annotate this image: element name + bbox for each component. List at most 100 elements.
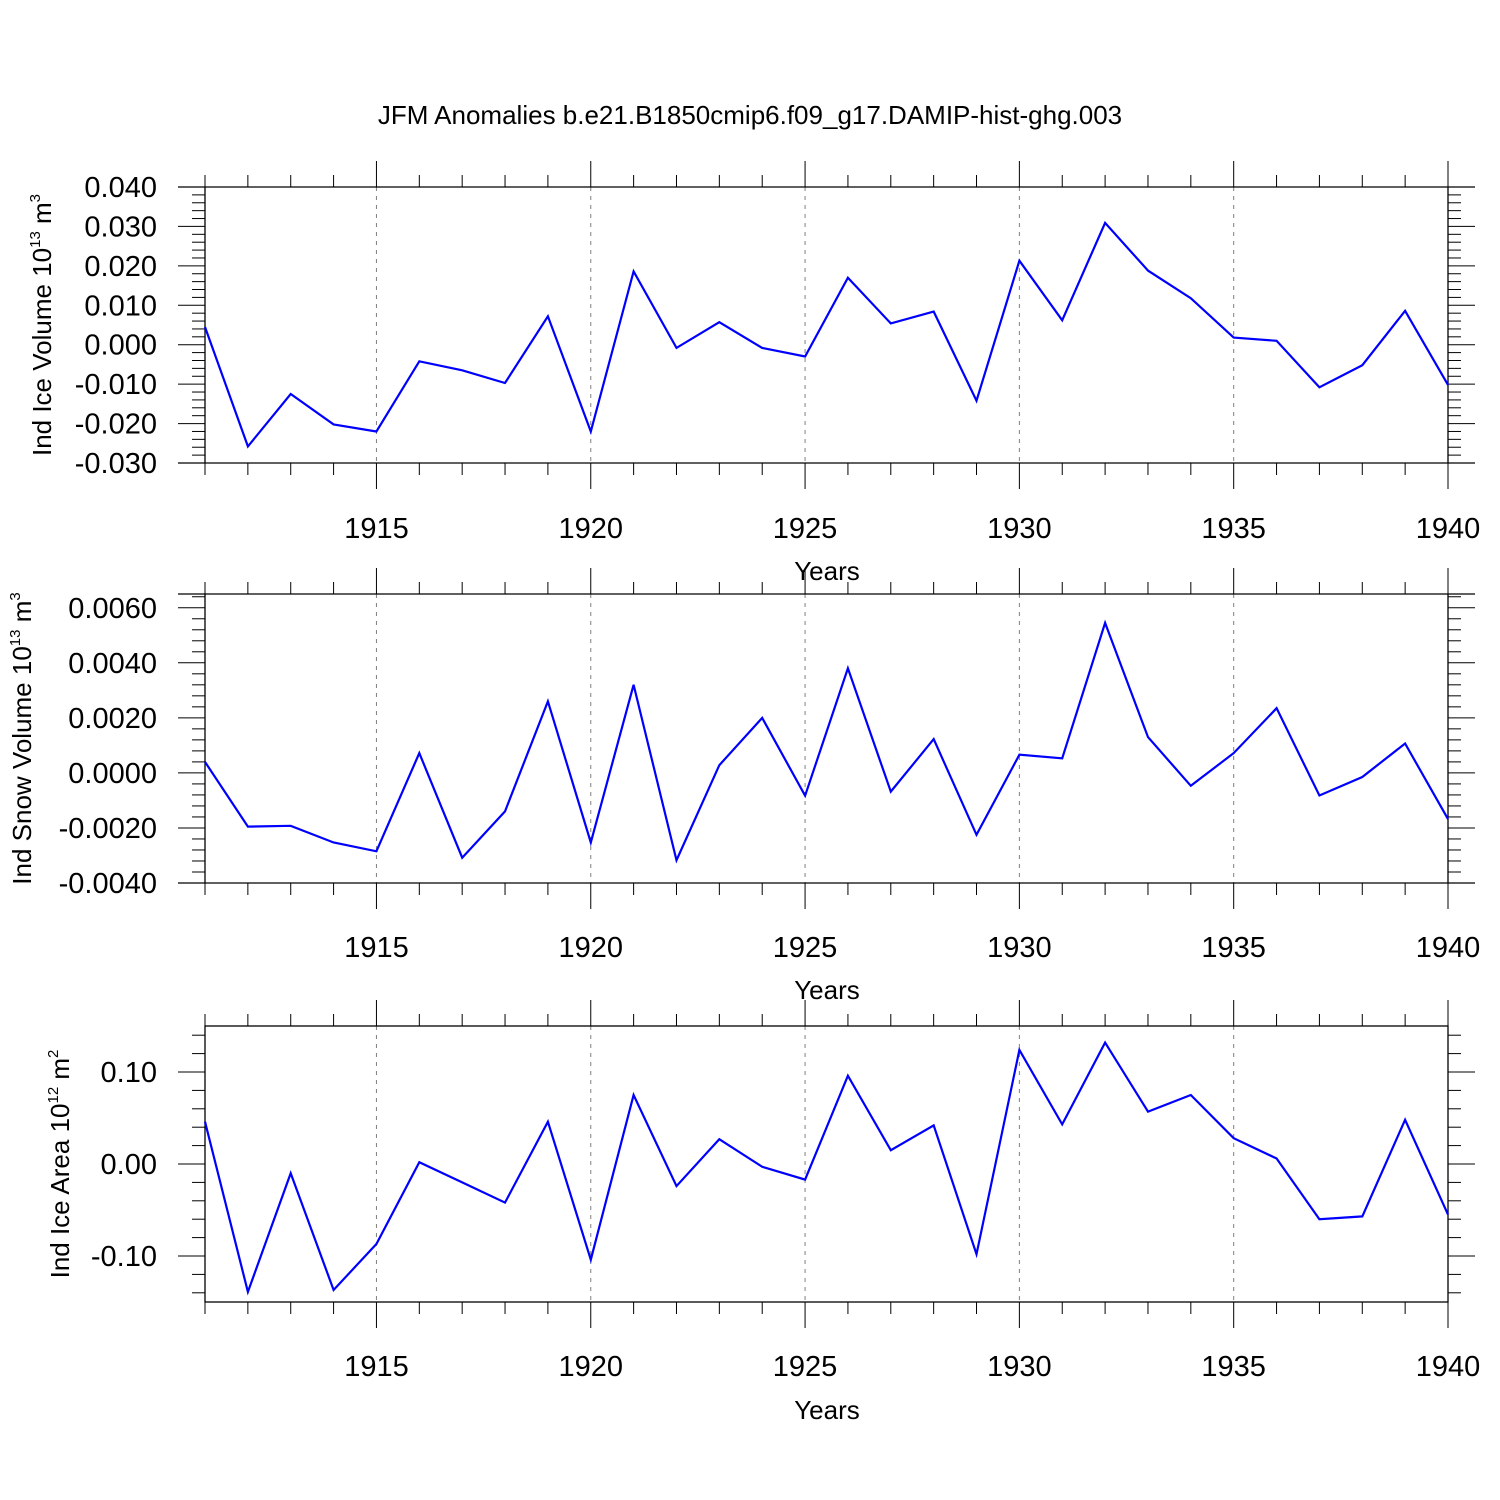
data-point bbox=[375, 850, 377, 852]
y-tick-label: -0.010 bbox=[75, 369, 157, 401]
data-point bbox=[332, 841, 334, 843]
data-point bbox=[1190, 1094, 1192, 1096]
data-point bbox=[1061, 757, 1063, 759]
y-tick-label: -0.030 bbox=[75, 448, 157, 480]
data-point bbox=[1404, 742, 1406, 744]
data-point bbox=[932, 1124, 934, 1126]
data-point bbox=[375, 1243, 377, 1245]
y-axis-label-part: Ind Ice Area 10 bbox=[45, 1104, 75, 1279]
data-point bbox=[332, 423, 334, 425]
y-axis-label-superscript: 3 bbox=[27, 194, 44, 202]
data-point bbox=[1104, 222, 1106, 224]
x-tick-label: 1915 bbox=[344, 1351, 409, 1383]
data-point bbox=[418, 1161, 420, 1163]
y-axis-label: Ind Ice Area 1012 m2 bbox=[45, 1050, 75, 1279]
data-point bbox=[1318, 794, 1320, 796]
x-tick-label: 1930 bbox=[987, 513, 1052, 545]
data-point bbox=[1404, 310, 1406, 312]
data-point bbox=[975, 1253, 977, 1255]
data-point bbox=[761, 347, 763, 349]
data-point bbox=[847, 667, 849, 669]
data-point bbox=[1361, 364, 1363, 366]
data-point bbox=[1318, 1218, 1320, 1220]
x-tick-label: 1930 bbox=[987, 1351, 1052, 1383]
data-point bbox=[675, 1185, 677, 1187]
y-axis-label-part: m bbox=[45, 1058, 75, 1087]
y-tick-label: 0.020 bbox=[84, 251, 157, 283]
panel-3: -0.10 0.00 0.10 1915 1920 1925 1930 1935 1940 Yea… bbox=[45, 1000, 1480, 1425]
data-point bbox=[290, 393, 292, 395]
y-tick-label: 0.0060 bbox=[68, 593, 157, 625]
y-axis-label: Ind Ice Volume 1013 m3 bbox=[27, 194, 57, 456]
data-point bbox=[804, 795, 806, 797]
data-point bbox=[632, 1094, 634, 1096]
data-point bbox=[1361, 1215, 1363, 1217]
x-tick-label: 1920 bbox=[559, 513, 624, 545]
x-tick-label: 1925 bbox=[773, 1351, 838, 1383]
y-tick-label: 0.010 bbox=[84, 290, 157, 322]
data-point bbox=[718, 1138, 720, 1140]
data-point bbox=[504, 382, 506, 384]
panels: -0.030 -0.020 -0.010 0.000 0.010 0.020 0.030 0.… bbox=[7, 161, 1480, 1425]
data-point bbox=[1190, 297, 1192, 299]
data-point bbox=[932, 310, 934, 312]
data-point bbox=[504, 810, 506, 812]
x-tick-label: 1930 bbox=[987, 932, 1052, 964]
data-point bbox=[1147, 269, 1149, 271]
data-point bbox=[975, 834, 977, 836]
data-point bbox=[332, 1289, 334, 1291]
y-tick-label: 0.00 bbox=[101, 1149, 157, 1181]
x-tick-label: 1940 bbox=[1416, 1351, 1481, 1383]
data-point bbox=[1104, 1041, 1106, 1043]
y-axis-label-superscript: 3 bbox=[7, 592, 24, 600]
x-tick-label: 1935 bbox=[1201, 932, 1266, 964]
data-point bbox=[1275, 1157, 1277, 1159]
data-point bbox=[718, 764, 720, 766]
data-point bbox=[1232, 752, 1234, 754]
y-tick-label: 0.040 bbox=[84, 172, 157, 204]
data-point bbox=[204, 1120, 206, 1122]
data-point bbox=[804, 355, 806, 357]
data-point bbox=[1147, 1110, 1149, 1112]
y-tick-label: -0.10 bbox=[91, 1241, 157, 1273]
data-point bbox=[1275, 707, 1277, 709]
x-tick-label: 1915 bbox=[344, 513, 409, 545]
data-point bbox=[590, 1258, 592, 1260]
series-line bbox=[203, 1040, 1450, 1296]
x-axis-label: Years bbox=[794, 1395, 860, 1425]
y-axis-label-part: Ind Snow Volume 10 bbox=[7, 646, 37, 885]
data-point bbox=[1147, 736, 1149, 738]
data-point bbox=[1447, 818, 1449, 820]
data-point bbox=[890, 790, 892, 792]
data-point bbox=[461, 369, 463, 371]
x-tick-label: 1935 bbox=[1201, 513, 1266, 545]
x-tick-label: 1925 bbox=[773, 932, 838, 964]
figure-title: JFM Anomalies b.e21.B1850cmip6.f09_g17.D… bbox=[378, 100, 1122, 130]
data-point bbox=[247, 445, 249, 447]
y-tick-label: -0.0020 bbox=[59, 813, 157, 845]
data-point bbox=[504, 1201, 506, 1203]
data-point bbox=[975, 400, 977, 402]
y-axis-label: Ind Snow Volume 1013 m3 bbox=[7, 592, 37, 884]
data-point bbox=[675, 347, 677, 349]
y-axis-label-superscript: 2 bbox=[45, 1050, 62, 1058]
x-tick-label: 1925 bbox=[773, 513, 838, 545]
y-tick-label: 0.000 bbox=[84, 330, 157, 362]
data-point bbox=[761, 717, 763, 719]
data-point bbox=[1275, 340, 1277, 342]
data-point bbox=[590, 841, 592, 843]
y-tick-label: -0.0040 bbox=[59, 868, 157, 900]
data-point bbox=[1232, 1137, 1234, 1139]
data-point bbox=[1232, 336, 1234, 338]
y-axis-label-part: m bbox=[7, 601, 37, 630]
data-point bbox=[890, 322, 892, 324]
data-point bbox=[1318, 386, 1320, 388]
plot-frame bbox=[204, 1025, 1449, 1303]
data-point bbox=[761, 1166, 763, 1168]
data-point bbox=[247, 1291, 249, 1293]
series-line bbox=[203, 220, 1449, 449]
y-tick-label: 0.0020 bbox=[68, 703, 157, 735]
x-tick-label: 1940 bbox=[1416, 513, 1481, 545]
x-tick-label: 1935 bbox=[1201, 1351, 1266, 1383]
y-tick-label: 0.10 bbox=[101, 1057, 157, 1089]
